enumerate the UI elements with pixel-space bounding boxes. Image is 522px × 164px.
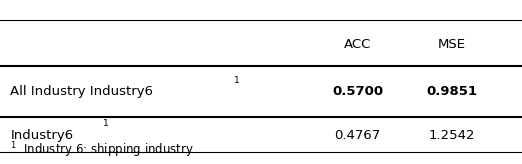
Text: Industry6: Industry6: [10, 129, 74, 142]
Text: 0.5700: 0.5700: [332, 85, 383, 98]
Text: MSE: MSE: [437, 38, 466, 51]
Text: ACC: ACC: [344, 38, 371, 51]
Text: All Industry Industry6: All Industry Industry6: [10, 85, 153, 98]
Text: $^{1}$  Industry 6: shipping industry.: $^{1}$ Industry 6: shipping industry.: [10, 140, 197, 160]
Text: 1.2542: 1.2542: [428, 129, 475, 142]
Text: 0.9851: 0.9851: [426, 85, 477, 98]
Text: 0.4767: 0.4767: [335, 129, 381, 142]
Text: 1: 1: [103, 119, 109, 128]
Text: 1: 1: [234, 76, 240, 85]
